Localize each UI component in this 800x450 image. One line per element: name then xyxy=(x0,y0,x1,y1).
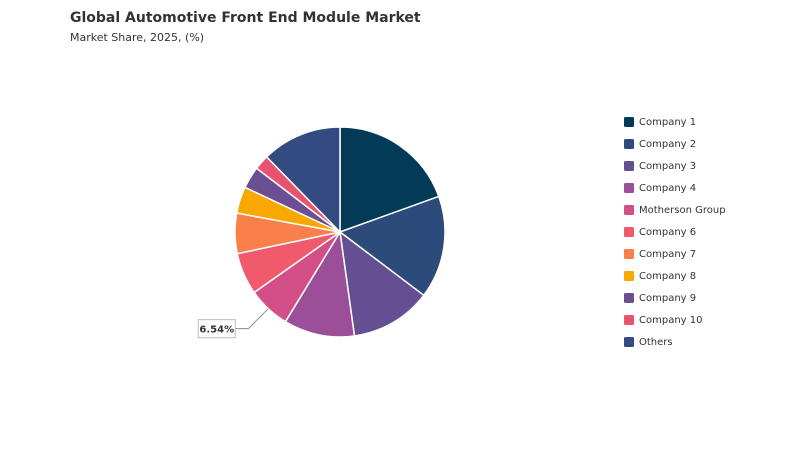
legend-label: Company 4 xyxy=(639,183,696,194)
legend-label: Company 8 xyxy=(639,271,696,282)
legend-swatch xyxy=(624,315,634,325)
legend-label: Company 2 xyxy=(639,139,696,150)
legend-swatch xyxy=(624,227,634,237)
legend-label: Company 6 xyxy=(639,227,696,238)
legend-swatch xyxy=(624,161,634,171)
legend-label: Company 7 xyxy=(639,249,696,260)
legend-label: Company 10 xyxy=(639,315,702,326)
legend-label: Motherson Group xyxy=(639,205,726,216)
pie-slice xyxy=(265,126,341,234)
legend-swatch xyxy=(624,117,634,127)
legend-swatch xyxy=(624,249,634,259)
legend-swatch xyxy=(624,271,634,281)
legend-swatch xyxy=(624,293,634,303)
data-label: 6.54% xyxy=(199,325,234,336)
label-box xyxy=(197,319,236,339)
legend-swatch xyxy=(624,205,634,215)
pie-slice xyxy=(339,126,440,234)
legend-label: Company 9 xyxy=(639,293,696,304)
chart-title: Global Automotive Front End Module Marke… xyxy=(70,10,421,26)
pie-slice xyxy=(339,230,425,337)
legend-label: Company 1 xyxy=(639,117,696,128)
legend-label: Company 3 xyxy=(639,161,696,172)
pie-slice xyxy=(284,229,356,338)
label-leader xyxy=(235,308,269,330)
chart-subtitle: Market Share, 2025, (%) xyxy=(70,31,204,44)
legend-label: Others xyxy=(639,337,673,348)
legend-swatch xyxy=(624,139,634,149)
pie-slice xyxy=(338,195,446,297)
legend-swatch xyxy=(624,183,634,193)
legend-swatch xyxy=(624,337,634,347)
